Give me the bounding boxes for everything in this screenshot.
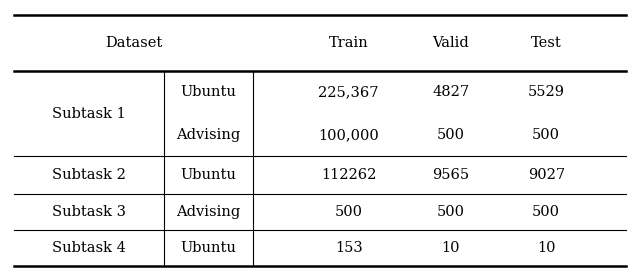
Text: Subtask 2: Subtask 2	[52, 168, 126, 182]
Text: 100,000: 100,000	[318, 128, 379, 142]
Text: Advising: Advising	[177, 128, 241, 142]
Text: Ubuntu: Ubuntu	[180, 85, 236, 99]
Text: Subtask 1: Subtask 1	[52, 107, 126, 121]
Text: 153: 153	[335, 241, 362, 255]
Text: Test: Test	[531, 36, 561, 50]
Text: Subtask 3: Subtask 3	[52, 205, 126, 219]
Text: 500: 500	[532, 128, 560, 142]
Text: Ubuntu: Ubuntu	[180, 241, 236, 255]
Text: Train: Train	[329, 36, 369, 50]
Text: 112262: 112262	[321, 168, 376, 182]
Text: Ubuntu: Ubuntu	[180, 168, 236, 182]
Text: 500: 500	[335, 205, 363, 219]
Text: 5529: 5529	[528, 85, 564, 99]
Text: 9027: 9027	[527, 168, 564, 182]
Text: Advising: Advising	[177, 205, 241, 219]
Text: 4827: 4827	[432, 85, 469, 99]
Text: 9565: 9565	[432, 168, 469, 182]
Text: Subtask 4: Subtask 4	[52, 241, 126, 255]
Text: 500: 500	[436, 205, 465, 219]
Text: 225,367: 225,367	[319, 85, 379, 99]
Text: Dataset: Dataset	[105, 36, 162, 50]
Text: Valid: Valid	[432, 36, 469, 50]
Text: 500: 500	[532, 205, 560, 219]
Text: 500: 500	[436, 128, 465, 142]
Text: 10: 10	[537, 241, 556, 255]
Text: 10: 10	[442, 241, 460, 255]
